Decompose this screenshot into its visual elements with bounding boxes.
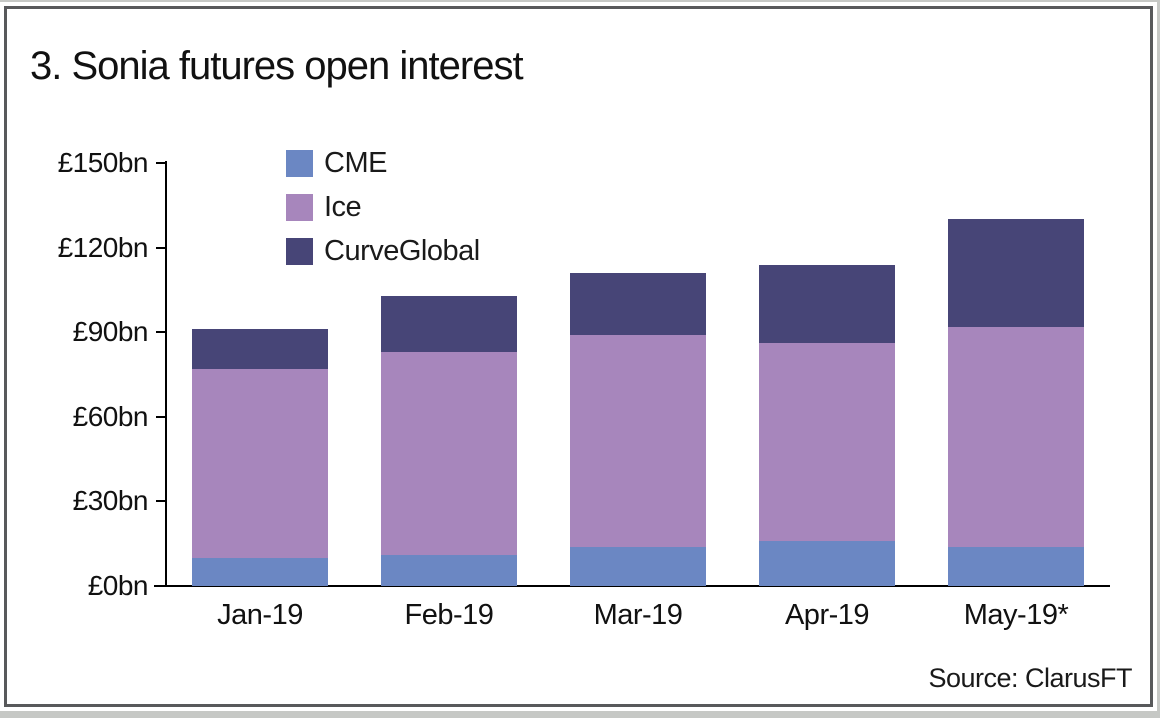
y-axis-tick-label: £30bn: [72, 485, 149, 517]
bar-segment-cme: [192, 557, 328, 586]
chart-frame-border: [4, 6, 1153, 707]
bar-segment-ice: [759, 343, 895, 541]
bar-segment-ice: [570, 335, 706, 547]
legend-label: Ice: [324, 191, 362, 223]
legend-swatch-cme: [286, 150, 313, 177]
y-axis-tick: [156, 415, 166, 418]
bar-segment-ice: [381, 351, 517, 555]
bar-segment-cme: [948, 546, 1084, 586]
y-axis-tick-label: £120bn: [57, 231, 149, 263]
legend-label: CurveGlobal: [324, 235, 480, 267]
bar-segment-cme: [570, 546, 706, 586]
legend-swatch-curveglobal: [286, 238, 313, 265]
bar-segment-curveglobal: [192, 329, 328, 369]
bar-segment-cme: [759, 540, 895, 586]
x-axis-category-label: Apr-19: [784, 599, 870, 631]
y-axis-tick: [156, 246, 166, 249]
legend-item-ice: Ice: [286, 191, 480, 223]
bar-segment-curveglobal: [381, 295, 517, 352]
x-axis-category-label: Jan-19: [217, 599, 303, 631]
bar-segment-curveglobal: [570, 272, 706, 335]
y-axis-line: [165, 161, 167, 586]
y-axis-tick: [156, 500, 166, 503]
legend-item-cme: CME: [286, 147, 480, 179]
legend: CME Ice CurveGlobal: [286, 147, 480, 282]
bar-segment-ice: [948, 326, 1084, 547]
x-axis-category-label: Feb-19: [404, 599, 494, 631]
x-axis-category-label: May-19*: [963, 599, 1069, 631]
legend-item-curveglobal: CurveGlobal: [286, 235, 480, 267]
legend-swatch-ice: [286, 194, 313, 221]
x-axis-line: [154, 585, 1110, 587]
bar-segment-cme: [381, 554, 517, 586]
bar-segment-curveglobal: [759, 264, 895, 344]
y-axis-tick: [156, 331, 166, 334]
chart-title: 3. Sonia futures open interest: [30, 44, 524, 88]
bar-segment-ice: [192, 368, 328, 558]
bar-segment-curveglobal: [948, 219, 1084, 327]
y-axis-tick-label: £150bn: [57, 147, 149, 178]
x-axis-category-label: Mar-19: [593, 599, 683, 631]
y-axis-tick: [156, 162, 166, 164]
legend-label: CME: [324, 147, 387, 179]
y-axis-tick-label: £0bn: [87, 570, 149, 601]
y-axis-tick-label: £60bn: [72, 400, 149, 432]
y-axis-tick-label: £90bn: [72, 316, 149, 348]
source-label: Source: ClarusFT: [928, 663, 1132, 693]
